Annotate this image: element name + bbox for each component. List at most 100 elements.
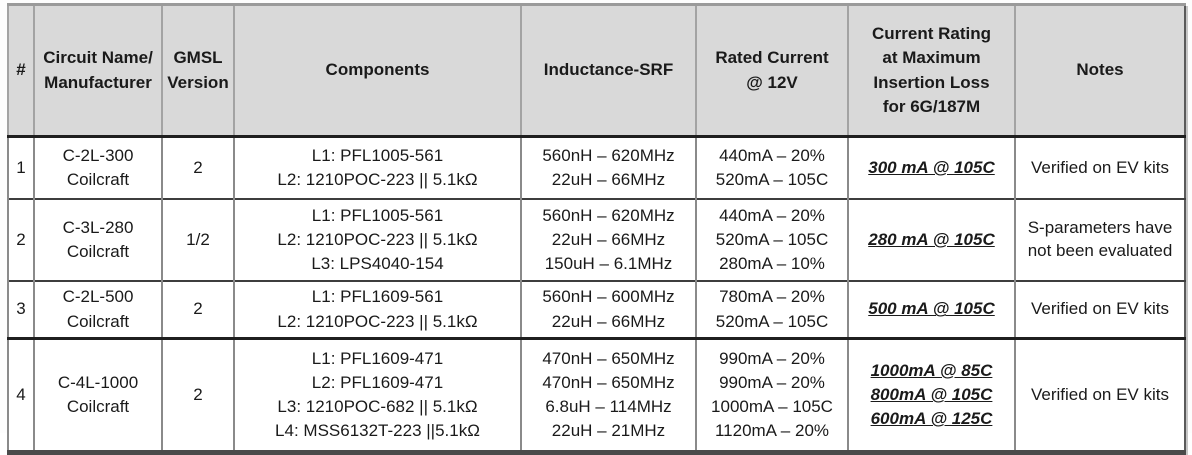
cell-current-rating: 300 mA @ 105C — [847, 136, 1015, 199]
component-line: L1: PFL1609-561 — [311, 287, 444, 307]
header-cell-inductance: Inductance-SRF — [520, 4, 696, 138]
header-label: Circuit Name/ — [43, 48, 153, 68]
table-header: # Circuit Name/ Manufacturer GMSL Versio… — [7, 4, 1185, 138]
circuit-name: C-4L-1000 — [57, 372, 139, 392]
cell-inductance: 560nH – 620MHz 22uH – 66MHz — [520, 136, 696, 199]
header-label: # — [16, 60, 26, 80]
header-cell-gmsl: GMSL Version — [161, 4, 234, 138]
cell-current-rating: 500 mA @ 105C — [847, 280, 1015, 339]
component-line: L2: PFL1609-471 — [311, 372, 444, 392]
component-line: L1: PFL1005-561 — [311, 145, 444, 165]
rated-current-line: 520mA – 105C — [715, 311, 829, 331]
inductance-line: 560nH – 600MHz — [542, 287, 675, 307]
rated-current-line: 280mA – 10% — [719, 254, 825, 274]
cell-rated-current: 780mA – 20% 520mA – 105C — [695, 280, 848, 339]
cell-components: L1: PFL1609-471 L2: PFL1609-471 L3: 1210… — [233, 337, 521, 453]
manufacturer: Coilcraft — [66, 397, 130, 416]
cell-gmsl: 2 — [161, 136, 234, 199]
header-label: Insertion Loss — [873, 72, 990, 92]
component-line: L1: PFL1005-561 — [311, 205, 444, 225]
inductance-line: 22uH – 66MHz — [551, 229, 666, 249]
component-line: L1: PFL1609-471 — [311, 348, 444, 368]
circuit-name: C-2L-300 — [62, 145, 134, 165]
header-label: Notes — [1076, 60, 1124, 80]
header-label: Inductance-SRF — [543, 60, 674, 80]
cell-circuit: C-3L-280 Coilcraft — [33, 198, 162, 281]
rated-current-line: 1120mA – 20% — [714, 421, 830, 441]
header-label: @ 12V — [746, 72, 798, 92]
cell-rated-current: 440mA – 20% 520mA – 105C 280mA – 10% — [695, 198, 848, 281]
rated-current-line: 440mA – 20% — [719, 205, 825, 225]
header-label: Rated Current — [715, 48, 829, 68]
table-body: 1 C-2L-300 Coilcraft 2 L1: PFL1005-561 L… — [7, 136, 1185, 453]
component-line: L3: 1210POC-682 || 5.1kΩ — [277, 397, 478, 416]
cell-current-rating: 1000mA @ 85C 800mA @ 105C 600mA @ 125C — [847, 337, 1015, 453]
rated-current-line: 990mA – 20% — [719, 372, 825, 392]
manufacturer: Coilcraft — [66, 170, 130, 189]
cell-circuit: C-2L-300 Coilcraft — [33, 136, 162, 199]
inductance-line: 470nH – 650MHz — [542, 372, 675, 392]
current-rating-value: 300 mA @ 105C — [868, 157, 995, 177]
component-line: L2: 1210POC-223 || 5.1kΩ — [277, 229, 478, 249]
component-line: L3: LPS4040-154 — [311, 254, 444, 274]
current-rating-value: 280 mA @ 105C — [868, 229, 995, 249]
cell-notes: Verified on EV kits — [1014, 136, 1185, 199]
rated-current-line: 780mA – 20% — [719, 287, 825, 307]
header-label: Manufacturer — [44, 72, 152, 92]
table-row: 2 C-3L-280 Coilcraft 1/2 L1: PFL1005-561… — [7, 198, 1185, 281]
manufacturer: Coilcraft — [66, 242, 130, 261]
header-row: # Circuit Name/ Manufacturer GMSL Versio… — [7, 4, 1185, 138]
cell-components: L1: PFL1005-561 L2: 1210POC-223 || 5.1kΩ… — [233, 198, 521, 281]
current-rating-value: 500 mA @ 105C — [868, 299, 995, 319]
inductance-line: 150uH – 6.1MHz — [544, 254, 673, 274]
header-cell-components: Components — [233, 4, 521, 138]
component-line: L2: 1210POC-223 || 5.1kΩ — [277, 170, 478, 189]
cell-num: 1 — [7, 136, 34, 199]
inductance-line: 22uH – 21MHz — [551, 421, 666, 441]
table-row: 1 C-2L-300 Coilcraft 2 L1: PFL1005-561 L… — [7, 136, 1185, 199]
notes-text: Verified on EV kits — [1031, 299, 1169, 319]
inductance-line: 6.8uH – 114MHz — [545, 397, 672, 416]
cell-current-rating: 280 mA @ 105C — [847, 198, 1015, 281]
inductance-line: 22uH – 66MHz — [551, 170, 666, 189]
cell-circuit: C-2L-500 Coilcraft — [33, 280, 162, 339]
header-cell-notes: Notes — [1014, 4, 1185, 138]
header-label: Components — [325, 60, 430, 80]
header-cell-current-rating: Current Rating at Maximum Insertion Loss… — [847, 4, 1015, 138]
header-label: Version — [167, 72, 229, 92]
rated-current-line: 520mA – 105C — [715, 229, 829, 249]
cell-gmsl: 2 — [161, 337, 234, 453]
manufacturer: Coilcraft — [66, 311, 130, 331]
header-cell-num: # — [7, 4, 34, 138]
cell-rated-current: 440mA – 20% 520mA – 105C — [695, 136, 848, 199]
notes-text: Verified on EV kits — [1031, 157, 1169, 177]
cell-rated-current: 990mA – 20% 990mA – 20% 1000mA – 105C 11… — [695, 337, 848, 453]
inductance-line: 22uH – 66MHz — [551, 311, 666, 331]
circuit-name: C-3L-280 — [62, 217, 134, 237]
header-cell-rated-current: Rated Current @ 12V — [695, 4, 848, 138]
cell-inductance: 560nH – 620MHz 22uH – 66MHz 150uH – 6.1M… — [520, 198, 696, 281]
cell-notes: Verified on EV kits — [1014, 337, 1185, 453]
notes-text: Verified on EV kits — [1031, 384, 1169, 404]
inductance-line: 560nH – 620MHz — [542, 205, 675, 225]
page: # Circuit Name/ Manufacturer GMSL Versio… — [7, 3, 1186, 455]
cell-num: 4 — [7, 337, 34, 453]
inductance-line: 470nH – 650MHz — [542, 348, 675, 368]
cell-notes: Verified on EV kits — [1014, 280, 1185, 339]
cell-inductance: 560nH – 600MHz 22uH – 66MHz — [520, 280, 696, 339]
notes-text: S-parameters have not been evaluated — [1027, 218, 1173, 260]
cell-components: L1: PFL1609-561 L2: 1210POC-223 || 5.1kΩ — [233, 280, 521, 339]
cell-components: L1: PFL1005-561 L2: 1210POC-223 || 5.1kΩ — [233, 136, 521, 199]
rated-current-line: 520mA – 105C — [715, 170, 829, 189]
current-rating-value: 600mA @ 125C — [870, 409, 993, 429]
cell-gmsl: 2 — [161, 280, 234, 339]
header-label: Current Rating — [872, 24, 991, 44]
header-label: at Maximum — [882, 48, 981, 68]
cell-notes: S-parameters have not been evaluated — [1014, 198, 1185, 281]
rated-current-line: 1000mA – 105C — [711, 397, 833, 416]
cell-inductance: 470nH – 650MHz 470nH – 650MHz 6.8uH – 11… — [520, 337, 696, 453]
rated-current-line: 990mA – 20% — [719, 348, 825, 368]
header-label: GMSL — [173, 48, 223, 68]
circuit-name: C-2L-500 — [62, 287, 134, 307]
cell-gmsl: 1/2 — [161, 198, 234, 281]
